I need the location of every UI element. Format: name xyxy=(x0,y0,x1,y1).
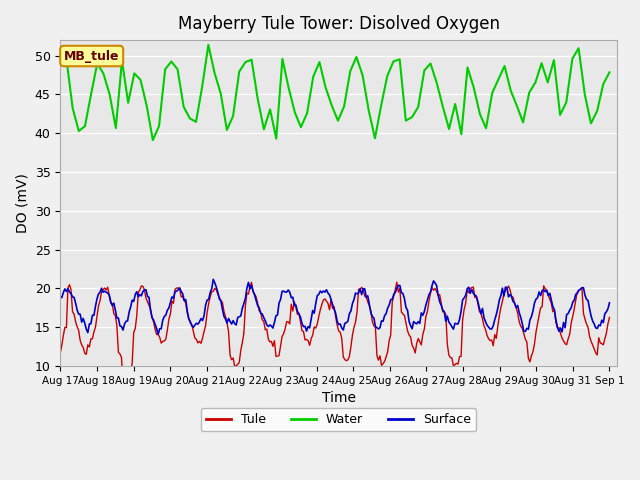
Water xyxy=(149,137,157,143)
Tule xyxy=(393,279,401,285)
Tule xyxy=(221,313,229,319)
Water xyxy=(236,69,243,74)
Title: Mayberry Tule Tower: Disolved Oxygen: Mayberry Tule Tower: Disolved Oxygen xyxy=(177,15,500,33)
Tule xyxy=(56,350,64,356)
Water xyxy=(131,71,138,76)
Tule xyxy=(124,384,131,390)
Legend: Tule, Water, Surface: Tule, Water, Surface xyxy=(201,408,476,432)
Water xyxy=(605,70,613,75)
Water xyxy=(56,52,64,58)
Tule xyxy=(240,331,248,336)
Surface xyxy=(241,296,249,301)
Line: Surface: Surface xyxy=(60,279,609,335)
Water xyxy=(205,42,212,48)
Surface xyxy=(605,300,613,306)
Tule xyxy=(605,314,613,320)
Water xyxy=(593,108,601,114)
Surface xyxy=(251,292,259,298)
Line: Water: Water xyxy=(60,45,609,140)
Surface xyxy=(300,324,307,329)
Surface xyxy=(209,276,217,282)
Water xyxy=(538,60,545,66)
Surface xyxy=(56,294,64,300)
Tule xyxy=(578,285,586,290)
X-axis label: Time: Time xyxy=(321,391,356,405)
Line: Tule: Tule xyxy=(60,282,609,387)
Water xyxy=(525,90,533,96)
Tule xyxy=(249,288,257,294)
Text: MB_tule: MB_tule xyxy=(64,49,120,62)
Water xyxy=(451,101,459,107)
Surface xyxy=(578,285,586,290)
Y-axis label: DO (mV): DO (mV) xyxy=(15,173,29,233)
Tule xyxy=(125,379,133,384)
Surface xyxy=(154,332,162,337)
Surface xyxy=(223,320,231,326)
Tule xyxy=(298,328,306,334)
Surface xyxy=(124,318,131,324)
